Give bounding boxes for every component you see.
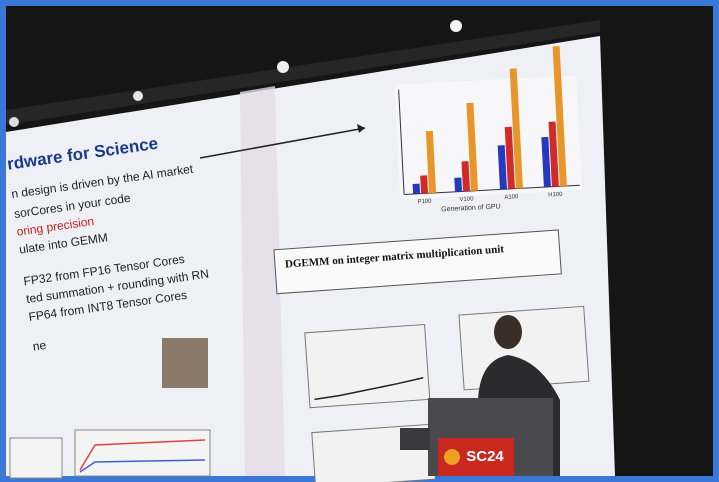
subplot bbox=[9, 437, 63, 479]
bar bbox=[412, 183, 421, 195]
light bbox=[450, 20, 462, 32]
bar bbox=[420, 175, 429, 194]
bar bbox=[541, 136, 551, 188]
arrow-head bbox=[357, 124, 365, 133]
truss bbox=[6, 20, 600, 125]
bullet: ne bbox=[32, 338, 47, 354]
speaker-head bbox=[494, 315, 522, 349]
plot-line bbox=[79, 439, 206, 471]
panel bbox=[273, 229, 562, 295]
plot-line bbox=[314, 376, 424, 401]
subplot bbox=[74, 429, 211, 477]
plot-line bbox=[79, 459, 206, 473]
laptop bbox=[400, 428, 430, 450]
bar bbox=[509, 68, 523, 189]
slide-chart bbox=[394, 75, 583, 200]
bar bbox=[497, 145, 507, 190]
bar bbox=[548, 121, 559, 187]
light bbox=[133, 91, 143, 101]
bar bbox=[461, 161, 471, 192]
bar bbox=[454, 177, 463, 192]
podium-logo: SC24 bbox=[466, 448, 504, 465]
bar bbox=[466, 102, 479, 191]
light bbox=[277, 61, 289, 73]
light bbox=[9, 117, 19, 127]
portrait bbox=[162, 338, 208, 388]
arrow bbox=[199, 127, 366, 159]
category-label: V100 bbox=[459, 196, 474, 203]
category-label: H100 bbox=[548, 192, 563, 199]
category-label: P100 bbox=[417, 199, 432, 206]
bar bbox=[552, 46, 567, 187]
logo-mark bbox=[444, 449, 460, 465]
glare bbox=[240, 86, 285, 476]
bar bbox=[504, 126, 515, 190]
axis-label: Generation of GPU bbox=[441, 203, 501, 213]
subplot bbox=[304, 323, 431, 409]
bar bbox=[425, 130, 437, 194]
category-label: A100 bbox=[504, 194, 519, 201]
axis bbox=[398, 89, 405, 195]
